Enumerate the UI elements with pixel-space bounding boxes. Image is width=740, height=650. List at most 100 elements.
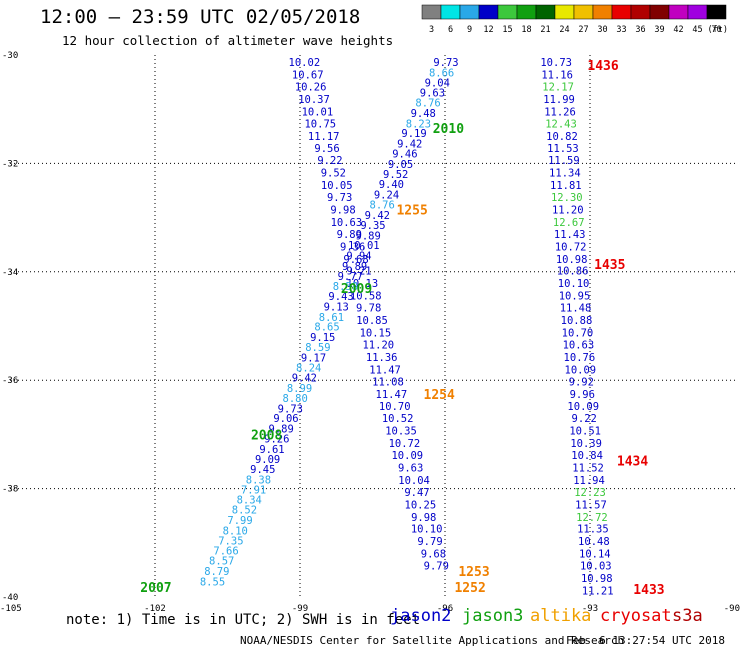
swh-point: 11.16	[541, 70, 573, 82]
swh-point: 9.68	[343, 254, 368, 266]
swh-point: 9.52	[383, 169, 408, 181]
swh-point: 9.61	[259, 444, 284, 456]
swh-point: 8.59	[305, 342, 330, 354]
colorbar-label: 24	[559, 25, 569, 35]
swh-point: 10.15	[360, 328, 392, 340]
swh-point: 11.94	[573, 475, 605, 487]
swh-point: 10.51	[569, 426, 601, 438]
legend-altika: altika	[530, 606, 592, 626]
swh-point: 10.72	[555, 241, 587, 253]
swh-point: 11.57	[575, 499, 607, 511]
swh-point: 8.65	[314, 322, 339, 334]
swh-point: 9.42	[292, 372, 317, 384]
swh-point: 10.35	[385, 426, 417, 438]
swh-point: 7.91	[241, 485, 266, 497]
lat-tick-label: -38	[2, 485, 18, 495]
swh-point: 9.79	[424, 561, 449, 573]
swh-point: 9.52	[321, 168, 346, 180]
colorbar-label: 39	[654, 25, 664, 35]
swh-point: 7.35	[218, 536, 243, 548]
colorbar-label: 30	[597, 25, 607, 35]
swh-point: 12.30	[551, 192, 583, 204]
swh-point: 9.21	[346, 266, 371, 278]
swh-point: 9.05	[388, 159, 413, 171]
swh-point: 10.84	[571, 450, 603, 462]
swh-point: 10.04	[398, 475, 430, 487]
swh-point: 10.95	[559, 291, 591, 303]
swh-point: 7.66	[213, 545, 238, 557]
swh-point: 10.10	[411, 524, 443, 536]
swh-point: 9.98	[411, 512, 436, 524]
swh-point: 9.89	[269, 423, 294, 435]
swh-point: 10.98	[556, 254, 588, 266]
swh-point: 9.63	[398, 462, 423, 474]
swh-point: 11.81	[550, 180, 582, 192]
swh-point: 8.58	[333, 281, 358, 293]
swh-point: 10.73	[540, 57, 572, 69]
page-subtitle: 12 hour collection of altimeter wave hei…	[62, 33, 394, 48]
swh-point: 9.26	[264, 434, 289, 446]
swh-point: 10.52	[382, 413, 414, 425]
swh-point: 9.63	[420, 87, 445, 99]
page-title: 12:00 — 23:59 UTC 02/05/2018	[40, 6, 361, 28]
swh-point: 10.14	[579, 549, 611, 561]
lon-tick-label: -105	[0, 604, 22, 614]
swh-point: 11.99	[543, 94, 575, 106]
pass-time-label: 2010	[433, 122, 464, 137]
swh-point: 10.09	[391, 450, 423, 462]
swh-point: 10.63	[563, 339, 595, 351]
swh-point: 10.72	[389, 438, 421, 450]
swh-point: 10.02	[289, 57, 321, 69]
colorbar-label: 9	[467, 25, 472, 35]
swh-point: 10.26	[295, 81, 327, 93]
swh-point: 8.23	[406, 118, 431, 130]
swh-point: 11.36	[366, 352, 398, 364]
swh-point: 9.48	[411, 108, 436, 120]
colorbar-label: 12	[483, 25, 493, 35]
colorbar-swatch	[706, 4, 727, 20]
swh-point: 8.76	[415, 98, 440, 110]
lon-tick-label: -99	[292, 604, 308, 614]
swh-point: 9.06	[273, 413, 298, 425]
swh-point: 9.46	[392, 149, 417, 161]
swh-point: 9.36	[340, 241, 365, 253]
swh-point: 9.79	[417, 536, 442, 548]
swh-point: 9.15	[310, 332, 335, 344]
swh-point: 10.01	[302, 106, 334, 118]
swh-point: 11.17	[308, 131, 340, 143]
swh-point: 12.23	[574, 487, 606, 499]
pass-time-label: 1253	[458, 565, 489, 580]
pass-time-label: 1254	[424, 388, 455, 403]
swh-point: 8.55	[200, 576, 225, 588]
swh-point: 11.59	[548, 155, 580, 167]
swh-point: 8.80	[283, 393, 308, 405]
swh-point: 10.98	[581, 573, 613, 585]
swh-point: 9.43	[328, 291, 353, 303]
swh-point: 10.76	[564, 352, 596, 364]
colorbar-label: 45	[692, 25, 702, 35]
swh-point: 8.38	[246, 474, 271, 486]
swh-point: 11.47	[369, 364, 401, 376]
swh-point: 10.85	[356, 315, 388, 327]
swh-point: 9.45	[250, 464, 275, 476]
swh-point: 10.82	[546, 131, 578, 143]
swh-point: 8.76	[370, 200, 395, 212]
swh-point: 10.25	[405, 499, 437, 511]
lat-tick-label: -32	[2, 159, 18, 169]
pass-time-label: 1434	[617, 454, 648, 469]
swh-point: 9.40	[379, 179, 404, 191]
legend-cryosat: cryosat	[600, 606, 672, 626]
pass-time-label: 1435	[594, 258, 625, 273]
swh-point: 12.67	[553, 217, 585, 229]
swh-point: 10.09	[565, 364, 597, 376]
swh-point: 9.24	[374, 189, 399, 201]
pass-time-label: 2007	[140, 581, 171, 596]
swh-point: 11.34	[549, 168, 581, 180]
colorbar-label: 33	[616, 25, 626, 35]
swh-point: 10.13	[347, 278, 379, 290]
swh-point: 9.19	[401, 128, 426, 140]
swh-point: 9.42	[365, 210, 390, 222]
colorbar-label: 6	[448, 25, 453, 35]
swh-point: 11.48	[560, 303, 592, 315]
